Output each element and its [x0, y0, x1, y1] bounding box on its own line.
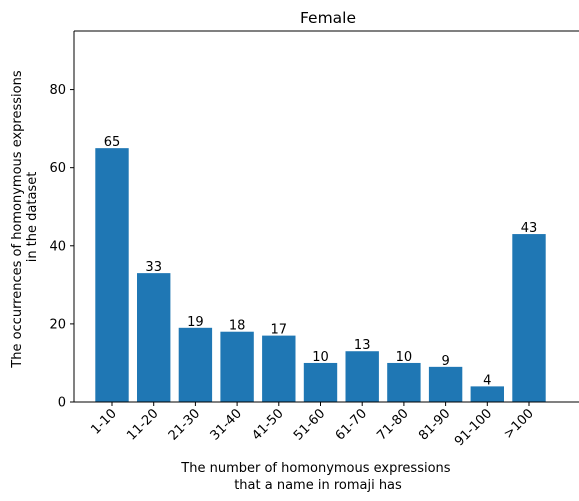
bar-value-label-8: 9 [441, 354, 449, 369]
bar-value-label-3: 18 [229, 319, 246, 334]
x-tick-label-1: 11-20 [124, 406, 161, 443]
y-tick-label-3: 60 [49, 161, 66, 176]
y-tick-label-2: 40 [49, 239, 66, 254]
bar-value-label-7: 10 [396, 350, 413, 365]
x-axis-title-line-2: that a name in romaji has [234, 478, 402, 493]
y-tick-label-1: 20 [49, 317, 66, 332]
bar-value-label-0: 65 [104, 135, 121, 150]
x-tick-label-2: 21-30 [166, 406, 203, 443]
bar-value-label-1: 33 [145, 260, 162, 275]
y-axis-ticks: 0 20 40 60 80 [49, 83, 74, 411]
plot-frame [73, 30, 579, 403]
bar-5 [303, 362, 338, 402]
chart-title: Female [300, 9, 356, 27]
bar-labels-group: 65 33 19 18 17 10 13 10 9 4 43 [104, 135, 538, 388]
bar-8 [428, 366, 463, 402]
y-axis-title-line-2: in the dataset [25, 172, 40, 263]
x-tick-label-3: 31-40 [208, 406, 245, 443]
bar-6 [345, 351, 379, 402]
x-tick-label-6: 61-70 [333, 406, 370, 443]
y-axis-title-line-1: The occurrences of homonymous expression… [10, 70, 25, 369]
bar-1 [137, 273, 171, 402]
bar-4 [262, 335, 296, 402]
x-axis-title: The number of homonymous expressions tha… [180, 461, 454, 493]
bar-7 [387, 362, 421, 402]
bar-9 [470, 386, 504, 402]
bar-0 [95, 148, 129, 402]
bar-2 [178, 327, 213, 402]
bar-value-label-6: 13 [354, 338, 371, 353]
bar-3 [220, 331, 254, 402]
x-tick-label-0: 1-10 [88, 406, 119, 437]
x-tick-label-8: 81-90 [416, 406, 453, 443]
y-axis-title: The occurrences of homonymous expression… [10, 66, 40, 368]
bar-10 [512, 234, 546, 402]
x-tick-label-5: 51-60 [291, 406, 328, 443]
y-tick-label-4: 80 [49, 83, 66, 98]
bar-value-label-4: 17 [271, 323, 288, 338]
x-tick-label-4: 41-50 [249, 406, 286, 443]
x-tick-label-7: 71-80 [374, 406, 411, 443]
x-tick-label-10: >100 [501, 406, 537, 442]
x-tick-label-9: 91-100 [452, 406, 495, 449]
bar-value-label-5: 10 [312, 350, 329, 365]
x-axis-ticks: 1-10 11-20 21-30 31-40 41-50 51-60 61-70 71-80 8… [88, 402, 537, 449]
bar-value-label-10: 43 [521, 221, 538, 236]
y-tick-label-0: 0 [58, 396, 66, 411]
bars-group [95, 148, 546, 402]
bar-value-label-2: 19 [187, 315, 204, 330]
bar-value-label-9: 4 [483, 373, 491, 388]
x-axis-title-line-1: The number of homonymous expressions [180, 461, 450, 476]
